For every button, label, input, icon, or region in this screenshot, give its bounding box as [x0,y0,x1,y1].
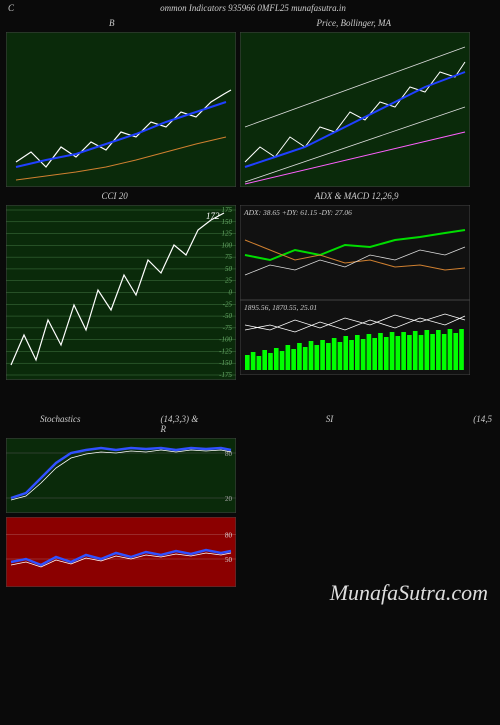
row3-titles: Stochastics (14,3,3) & R SI (14,5 [0,412,500,436]
subtitle-row: B Price, Bollinger, MA [0,16,500,30]
row-4: 80 50 [0,515,500,589]
spacer [0,382,500,412]
row-1 [0,30,500,189]
svg-text:-100: -100 [219,336,232,344]
header-row: C ommon Indicators 935966 0MFL25 munafas… [0,0,500,16]
svg-text:75: 75 [225,253,233,261]
watermark: MunafaSutra.com [330,580,488,606]
svg-text:80: 80 [225,532,233,540]
panel-rsi: 80 50 [6,517,236,587]
svg-text:50: 50 [225,265,233,273]
svg-text:25: 25 [225,277,233,285]
row-3: 8020 [0,436,500,515]
rsi-title: SI [326,414,334,434]
svg-text:-150: -150 [219,359,232,367]
rsi-title-r: (14,5 [473,414,492,434]
panel-price [240,32,470,187]
cci-title: CCI 20 [101,191,127,201]
header-center: ommon Indicators 935966 0MFL25 munafasut… [160,3,346,13]
svg-text:50: 50 [225,556,233,564]
svg-text:-25: -25 [223,300,233,308]
panel-adx-macd: ADX: 38.65 +DY: 61.15 -DY: 27.06 1895.56… [240,205,470,380]
stoch-title: Stochastics [40,414,81,434]
svg-text:1895.56, 1870.55, 25.01: 1895.56, 1870.55, 25.01 [244,303,317,312]
svg-text:ADX: 38.65 +DY: 61.15 -DY: 27.: ADX: 38.65 +DY: 61.15 -DY: 27.06 [243,208,352,217]
panel-stoch: 8020 [6,438,236,513]
svg-text:0: 0 [229,289,233,297]
svg-text:-75: -75 [223,324,233,332]
svg-text:100: 100 [222,241,233,249]
row-2: 1751501251007550250-25-50-75-100-125-150… [0,203,500,382]
panel-cci: 1751501251007550250-25-50-75-100-125-150… [6,205,236,380]
panel-bb [6,32,236,187]
svg-text:20: 20 [225,495,233,503]
row2-titles: CCI 20 ADX & MACD 12,26,9 [0,189,500,203]
stoch-title-r: (14,3,3) & R [161,414,206,434]
svg-text:-50: -50 [223,312,233,320]
svg-text:-175: -175 [219,371,232,379]
adx-title: ADX & MACD 12,26,9 [315,191,399,201]
header-left: C [8,3,14,13]
svg-text:150: 150 [222,218,233,226]
subtitle-right: Price, Bollinger, MA [317,18,391,28]
svg-text:125: 125 [222,230,233,238]
subtitle-left: B [109,18,115,28]
svg-text:-125: -125 [219,347,232,355]
